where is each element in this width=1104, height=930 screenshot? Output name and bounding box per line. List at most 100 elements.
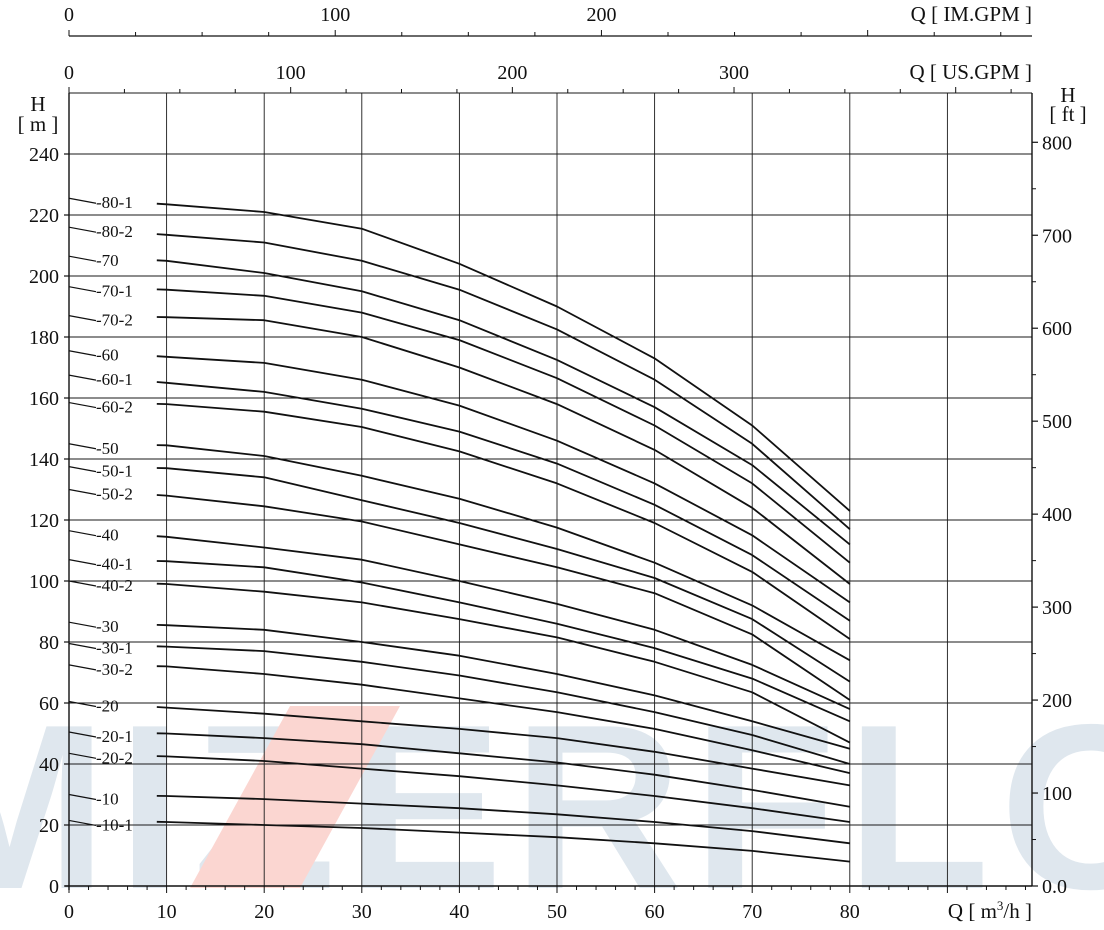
y-tick-label-right: 200	[1042, 690, 1072, 712]
chart-axes: 0204060801001201401601802002202400.01002…	[29, 4, 1072, 923]
x-tick-label: 70	[742, 901, 762, 923]
pump-curves: -80-1-80-2-70-70-1-70-2-60-60-1-60-2-50-…	[68, 193, 851, 863]
curve-label: -50-2	[96, 485, 133, 504]
us-gpm-tick-label: 300	[719, 62, 749, 84]
curve-label: -60-1	[96, 370, 133, 389]
x-axis-label-base: Q [ m	[948, 899, 997, 923]
curve-label: -50	[96, 439, 119, 458]
curve-line	[156, 202, 851, 512]
curve-line	[156, 645, 851, 765]
curve-leader	[68, 443, 97, 450]
curve-label: -70	[96, 251, 119, 270]
curve-leader	[68, 664, 97, 671]
im-gpm-tick-label: 100	[320, 4, 350, 26]
curve-leader	[68, 621, 97, 628]
y-tick-label-right: 800	[1042, 132, 1072, 154]
curve-label: -40-1	[96, 555, 133, 574]
curve-line	[156, 665, 851, 774]
us-gpm-tick-label: 0	[64, 62, 74, 84]
y-axis-unit-left: [ m ]	[18, 112, 59, 136]
curve-leader	[68, 488, 97, 496]
curve-label: -10-1	[96, 815, 133, 834]
curve-leader	[68, 315, 97, 322]
curve-leader	[68, 401, 97, 409]
curve-leader	[68, 197, 97, 204]
x-tick-label: 50	[547, 901, 567, 923]
curve-leader	[68, 700, 97, 708]
y-tick-label-left: 60	[39, 693, 59, 715]
curve-line	[156, 259, 851, 546]
curve-label: -30	[96, 617, 119, 636]
curve-label: -40-2	[96, 576, 133, 595]
curve-line	[156, 624, 851, 750]
us-gpm-tick-label: 200	[497, 62, 527, 84]
y-tick-label-left: 0	[49, 876, 59, 898]
curve-label: -40	[96, 526, 119, 545]
curve-leader	[68, 530, 97, 537]
curve-label: -80-2	[96, 222, 133, 241]
curve-leader	[68, 286, 97, 293]
curve-label: -20-2	[96, 748, 133, 767]
watermark-accent-stripe	[190, 706, 400, 888]
x-tick-label: 20	[254, 901, 274, 923]
curve-leader	[68, 466, 97, 473]
curve-line	[156, 706, 850, 787]
x-axis-label-tail: /h ]	[1003, 899, 1032, 923]
watermark-logo: MIZERFLO	[0, 675, 1104, 930]
curve-leader	[68, 731, 97, 738]
im-gpm-tick-label: 0	[64, 4, 74, 26]
curve-leader	[68, 752, 97, 759]
y-tick-label-right: 0.0	[1042, 876, 1067, 898]
curve-line	[156, 732, 850, 808]
curve-line	[156, 755, 850, 823]
curve-leader	[68, 819, 97, 827]
curve-line	[156, 494, 851, 701]
y-tick-label-right: 100	[1042, 783, 1072, 805]
curve-leader	[68, 255, 97, 262]
top-axis-label-us: Q [ US.GPM ]	[909, 60, 1032, 84]
x-tick-label: 60	[645, 901, 665, 923]
curve-line	[156, 535, 851, 710]
curve-line	[156, 403, 851, 640]
y-tick-label-right: 400	[1042, 504, 1072, 526]
curve-line	[156, 582, 851, 744]
curve-line	[156, 233, 851, 530]
curve-label: -50-1	[96, 462, 133, 481]
x-axis-label-sup: 3	[997, 898, 1004, 913]
curve-line	[156, 316, 851, 585]
y-tick-label-left: 100	[29, 571, 59, 593]
curve-line	[156, 560, 851, 723]
chart-grid	[69, 92, 1032, 886]
x-tick-label: 10	[157, 901, 177, 923]
curve-label: -10	[96, 790, 119, 809]
y-tick-label-right: 300	[1042, 597, 1072, 619]
y-tick-label-left: 20	[39, 815, 59, 837]
watermark-text: MIZERFLO	[0, 675, 1104, 930]
y-tick-label-left: 180	[29, 327, 59, 349]
y-tick-label-left: 120	[29, 510, 59, 532]
y-tick-label-left: 220	[29, 205, 59, 227]
us-gpm-tick-label: 100	[276, 62, 306, 84]
curve-label: -70-2	[96, 311, 133, 330]
curve-leader	[68, 580, 97, 587]
top-axis-label-im: Q [ IM.GPM ]	[911, 2, 1032, 26]
x-tick-label: 30	[352, 901, 372, 923]
curve-leader	[68, 350, 97, 357]
y-tick-label-left: 140	[29, 449, 59, 471]
x-tick-label: 0	[64, 901, 74, 923]
curve-leader	[68, 793, 97, 801]
curve-label: -70-1	[96, 282, 133, 301]
curve-label: -80-1	[96, 193, 133, 212]
curve-label: -30-1	[96, 639, 133, 658]
x-tick-label: 80	[840, 901, 860, 923]
y-tick-label-left: 200	[29, 266, 59, 288]
curve-line	[156, 381, 851, 622]
curve-line	[156, 820, 850, 863]
curve-leader	[68, 226, 97, 233]
curve-leader	[68, 559, 97, 566]
y-tick-label-right: 700	[1042, 225, 1072, 247]
y-tick-label-left: 240	[29, 144, 59, 166]
curve-label: -60-2	[96, 398, 133, 417]
y-axis-label-left: H	[30, 92, 45, 116]
curve-line	[156, 288, 851, 564]
